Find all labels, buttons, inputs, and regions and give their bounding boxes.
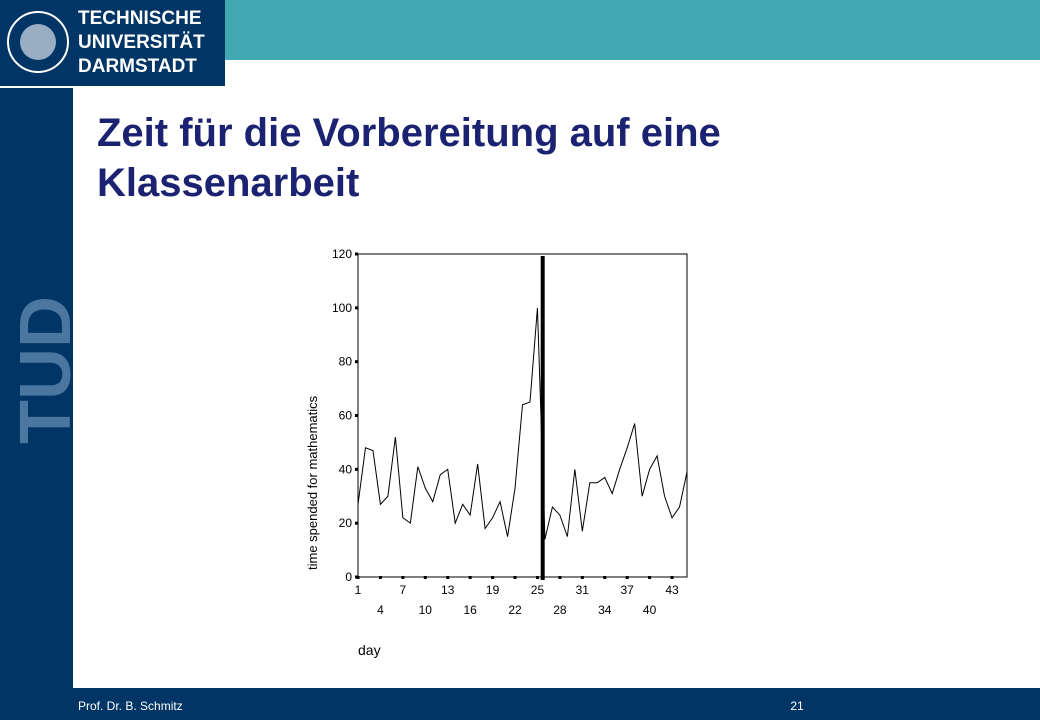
data-line xyxy=(357,307,688,540)
x-axis-label: day xyxy=(358,642,381,658)
slide-title: Zeit für die Vorbereitung auf eine Klass… xyxy=(97,111,732,205)
x-tick xyxy=(378,576,382,579)
x-tick xyxy=(535,576,539,579)
footer-author: Prof. Dr. B. Schmitz xyxy=(78,699,183,713)
x-tick xyxy=(603,576,607,579)
x-tick xyxy=(513,576,517,579)
title-text: Zeit für die Vorbereitung auf eine xyxy=(97,111,721,155)
x-tick xyxy=(491,576,495,579)
x-tick-label: 37 xyxy=(621,583,635,597)
x-tick xyxy=(468,576,472,579)
y-tick xyxy=(355,467,358,471)
x-tick-label: 34 xyxy=(598,603,612,617)
y-tick-label: 60 xyxy=(339,409,353,423)
x-tick-label: 25 xyxy=(531,583,545,597)
footer-bar xyxy=(0,688,1040,720)
x-tick-label: 1 xyxy=(355,583,362,597)
x-tick-label: 43 xyxy=(665,583,679,597)
logo-text: DARMSTADT xyxy=(78,56,197,77)
y-tick-label: 80 xyxy=(339,355,353,369)
y-tick xyxy=(355,414,358,417)
x-tick-label: 28 xyxy=(553,603,567,617)
logo-text: UNIVERSITÄT xyxy=(78,32,205,53)
side-bar xyxy=(0,0,73,720)
y-tick xyxy=(355,360,358,364)
side-mark: TUD xyxy=(6,296,86,444)
y-tick-label: 20 xyxy=(339,516,353,530)
y-tick-label: 120 xyxy=(332,247,352,261)
x-tick xyxy=(356,576,360,579)
y-tick-label: 40 xyxy=(339,462,353,476)
x-tick xyxy=(670,576,674,579)
x-tick xyxy=(423,576,427,579)
y-tick xyxy=(355,252,358,256)
x-tick xyxy=(446,576,450,579)
y-tick xyxy=(355,521,358,525)
logo-divider xyxy=(0,86,205,88)
x-tick-label: 22 xyxy=(508,603,522,617)
x-tick-label: 31 xyxy=(576,583,590,597)
y-tick-label: 0 xyxy=(345,570,352,584)
logo-emblem xyxy=(7,11,69,73)
x-tick xyxy=(558,576,562,579)
logo-text: TECHNISCHE xyxy=(78,8,202,29)
x-tick xyxy=(625,576,629,579)
x-tick xyxy=(648,576,652,579)
plot-frame xyxy=(357,253,688,578)
x-tick-label: 19 xyxy=(486,583,500,597)
x-tick-label: 16 xyxy=(463,603,477,617)
y-tick-label: 100 xyxy=(332,301,352,315)
chart: 0 20 40 60 80 100 120 1 4 7 10 13 16 19 22 25 28 31 34 37 40… xyxy=(305,247,688,658)
y-tick xyxy=(355,306,358,310)
x-tick-label: 7 xyxy=(400,583,407,597)
page-number: 21 xyxy=(790,699,804,713)
top-bar xyxy=(225,0,1040,60)
x-tick-label: 4 xyxy=(377,603,384,617)
logo-emblem-head xyxy=(20,24,56,60)
x-tick-label: 13 xyxy=(441,583,455,597)
x-tick-label: 40 xyxy=(643,603,657,617)
title-text: Klassenarbeit xyxy=(97,161,359,205)
y-axis-label: time spended for mathematics xyxy=(305,395,320,570)
x-tick xyxy=(580,576,584,579)
x-tick-label: 10 xyxy=(419,603,433,617)
x-tick xyxy=(401,576,405,579)
